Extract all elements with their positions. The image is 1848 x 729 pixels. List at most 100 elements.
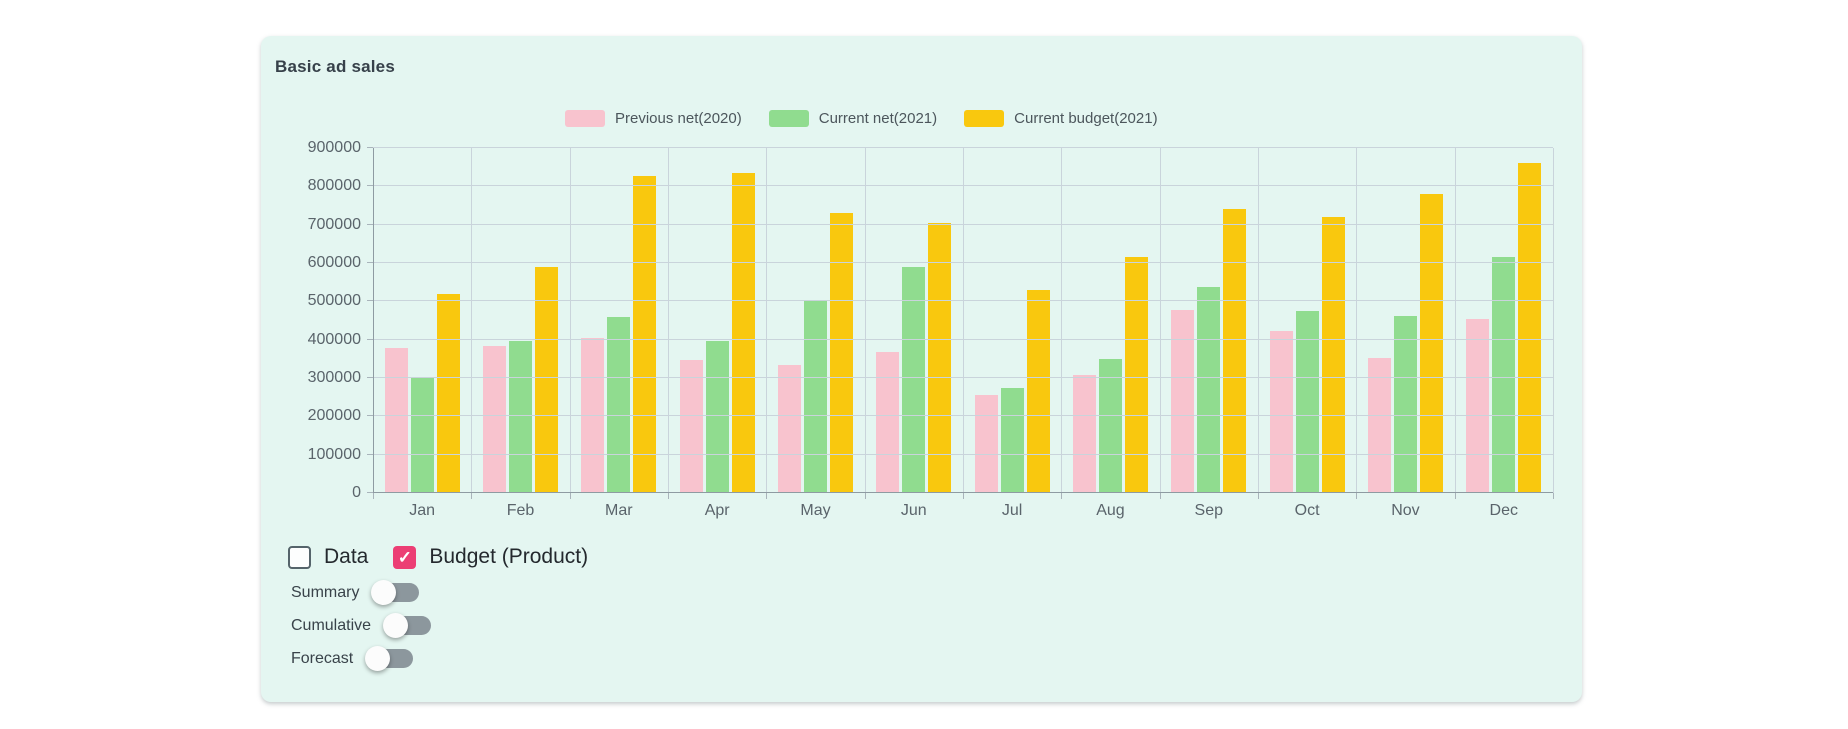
y-tick-mark (367, 185, 373, 187)
y-tick-label: 300000 (307, 369, 361, 387)
x-tick-label-nov: Nov (1391, 502, 1420, 519)
y-tick-mark (367, 492, 373, 493)
toggle-thumb[interactable] (371, 580, 397, 605)
x-tick-mark (1258, 493, 1259, 499)
bar-current-net-jun (902, 266, 926, 493)
x-tick-label-dec: Dec (1489, 502, 1518, 519)
x-tick-mark (963, 493, 964, 499)
legend-item-current-net[interactable]: Current net(2021) (768, 110, 938, 127)
legend-item-previous-net[interactable]: Previous net(2020) (565, 110, 742, 127)
bar-current-net-oct (1295, 310, 1319, 493)
x-tick-mark (569, 493, 571, 499)
legend-item-current-budget[interactable]: Current budget(2021) (964, 110, 1158, 127)
gridline-vertical (864, 148, 866, 493)
chart-legend: Previous net(2020) Current net(2021) Curre… (565, 110, 1158, 127)
bar-current-net-may (803, 301, 827, 493)
bar-current-budget-nov (1419, 193, 1443, 493)
bar-group-dec (1455, 148, 1553, 493)
y-tick-mark (367, 415, 373, 417)
toggle-thumb[interactable] (383, 613, 409, 638)
legend-swatch-previous-net (565, 110, 605, 127)
toggle-label: Forecast (291, 649, 354, 667)
y-tick-label: 900000 (307, 139, 361, 156)
legend-label: Current net(2021) (818, 110, 938, 127)
y-tick-label: 0 (352, 484, 361, 501)
bar-previous-net-aug (1072, 374, 1096, 493)
bar-previous-net-nov (1367, 358, 1391, 493)
checkbox-label: Budget (Product) (429, 545, 589, 568)
y-tick-label: 400000 (307, 330, 361, 348)
x-tick-label-apr: Apr (704, 502, 730, 519)
checkbox-unchecked-data[interactable] (288, 545, 311, 569)
legend-swatch-current-net (768, 110, 809, 127)
checkbox-label: Data (324, 545, 369, 568)
bar-previous-net-feb (482, 346, 506, 493)
chart-title: Basic ad sales (275, 57, 395, 76)
bar-current-budget-aug (1124, 257, 1148, 493)
bar-group-jul (963, 148, 1061, 493)
gridline-vertical (1553, 148, 1554, 493)
toggle-row-summary: Summary (291, 580, 431, 605)
bar-current-budget-feb (534, 266, 558, 493)
checkbox-checked-budget[interactable]: ✓ (393, 545, 417, 569)
y-tick-label: 100000 (307, 445, 361, 463)
bar-current-net-nov (1393, 316, 1417, 493)
bar-current-net-jan (410, 378, 434, 493)
toggle-label: Summary (291, 583, 360, 601)
bar-current-budget-mar (633, 175, 657, 493)
bar-group-mar (570, 148, 668, 493)
bar-previous-net-jun (876, 351, 900, 493)
checkbox-row: Data ✓ Budget (Product) (288, 545, 588, 569)
checkbox-item-data[interactable]: Data (288, 545, 368, 569)
x-tick-mark (1356, 493, 1358, 499)
toggle-row-forecast: Forecast (291, 646, 431, 671)
bar-previous-net-may (777, 364, 801, 493)
gridline-vertical (668, 148, 669, 493)
gridline-vertical (766, 148, 768, 493)
gridline-vertical (1258, 148, 1259, 493)
toggle-switch-cumulative-off[interactable] (383, 613, 432, 638)
bar-current-budget-jun (928, 222, 952, 493)
x-tick-mark (864, 493, 866, 499)
y-tick-label: 700000 (307, 215, 361, 233)
gridline-vertical (963, 148, 964, 493)
toggle-switch-forecast-off[interactable] (365, 646, 414, 671)
bar-current-net-feb (508, 341, 532, 493)
bar-group-nov (1356, 148, 1454, 493)
x-tick-mark (373, 493, 374, 499)
y-tick-mark (367, 147, 373, 148)
bar-group-sep (1160, 148, 1258, 493)
checkbox-item-budget[interactable]: ✓ Budget (Product) (393, 545, 588, 569)
y-tick-label: 800000 (307, 177, 361, 195)
toggle-thumb[interactable] (365, 646, 391, 671)
y-axis-labels: 0 100000 200000 300000 400000 500000 600000 700… (261, 139, 361, 501)
y-tick-label: 200000 (307, 407, 361, 425)
bar-current-net-sep (1197, 287, 1221, 493)
x-tick-mark (1454, 493, 1456, 499)
bar-group-oct (1258, 148, 1356, 493)
x-tick-label-sep: Sep (1194, 502, 1224, 519)
bar-previous-net-oct (1269, 330, 1293, 493)
bar-current-budget-dec (1518, 162, 1542, 493)
bar-current-budget-jul (1026, 289, 1050, 493)
x-tick-label-mar: Mar (605, 502, 633, 519)
toggle-switch-summary-off[interactable] (371, 580, 420, 605)
y-tick-label: 600000 (307, 254, 361, 272)
y-tick-label: 500000 (307, 292, 361, 310)
plot-area (367, 147, 1554, 499)
legend-label: Previous net(2020) (615, 110, 742, 127)
bar-previous-net-sep (1171, 309, 1195, 493)
bar-group-jun (865, 148, 963, 493)
y-tick-mark (367, 453, 373, 455)
chart-card: Basic ad sales Previous net(2020) Current… (261, 36, 1582, 702)
bar-current-net-dec (1492, 256, 1516, 493)
bar-previous-net-jan (384, 348, 408, 493)
x-tick-label-jul: Jul (1001, 502, 1023, 519)
bar-previous-net-dec (1466, 318, 1490, 493)
gridline-vertical (569, 148, 571, 493)
x-tick-label-may: May (800, 502, 831, 519)
bar-current-net-jul (1000, 387, 1024, 493)
y-tick-mark (367, 262, 373, 263)
x-tick-mark (1061, 493, 1063, 499)
bar-current-net-apr (705, 341, 729, 493)
